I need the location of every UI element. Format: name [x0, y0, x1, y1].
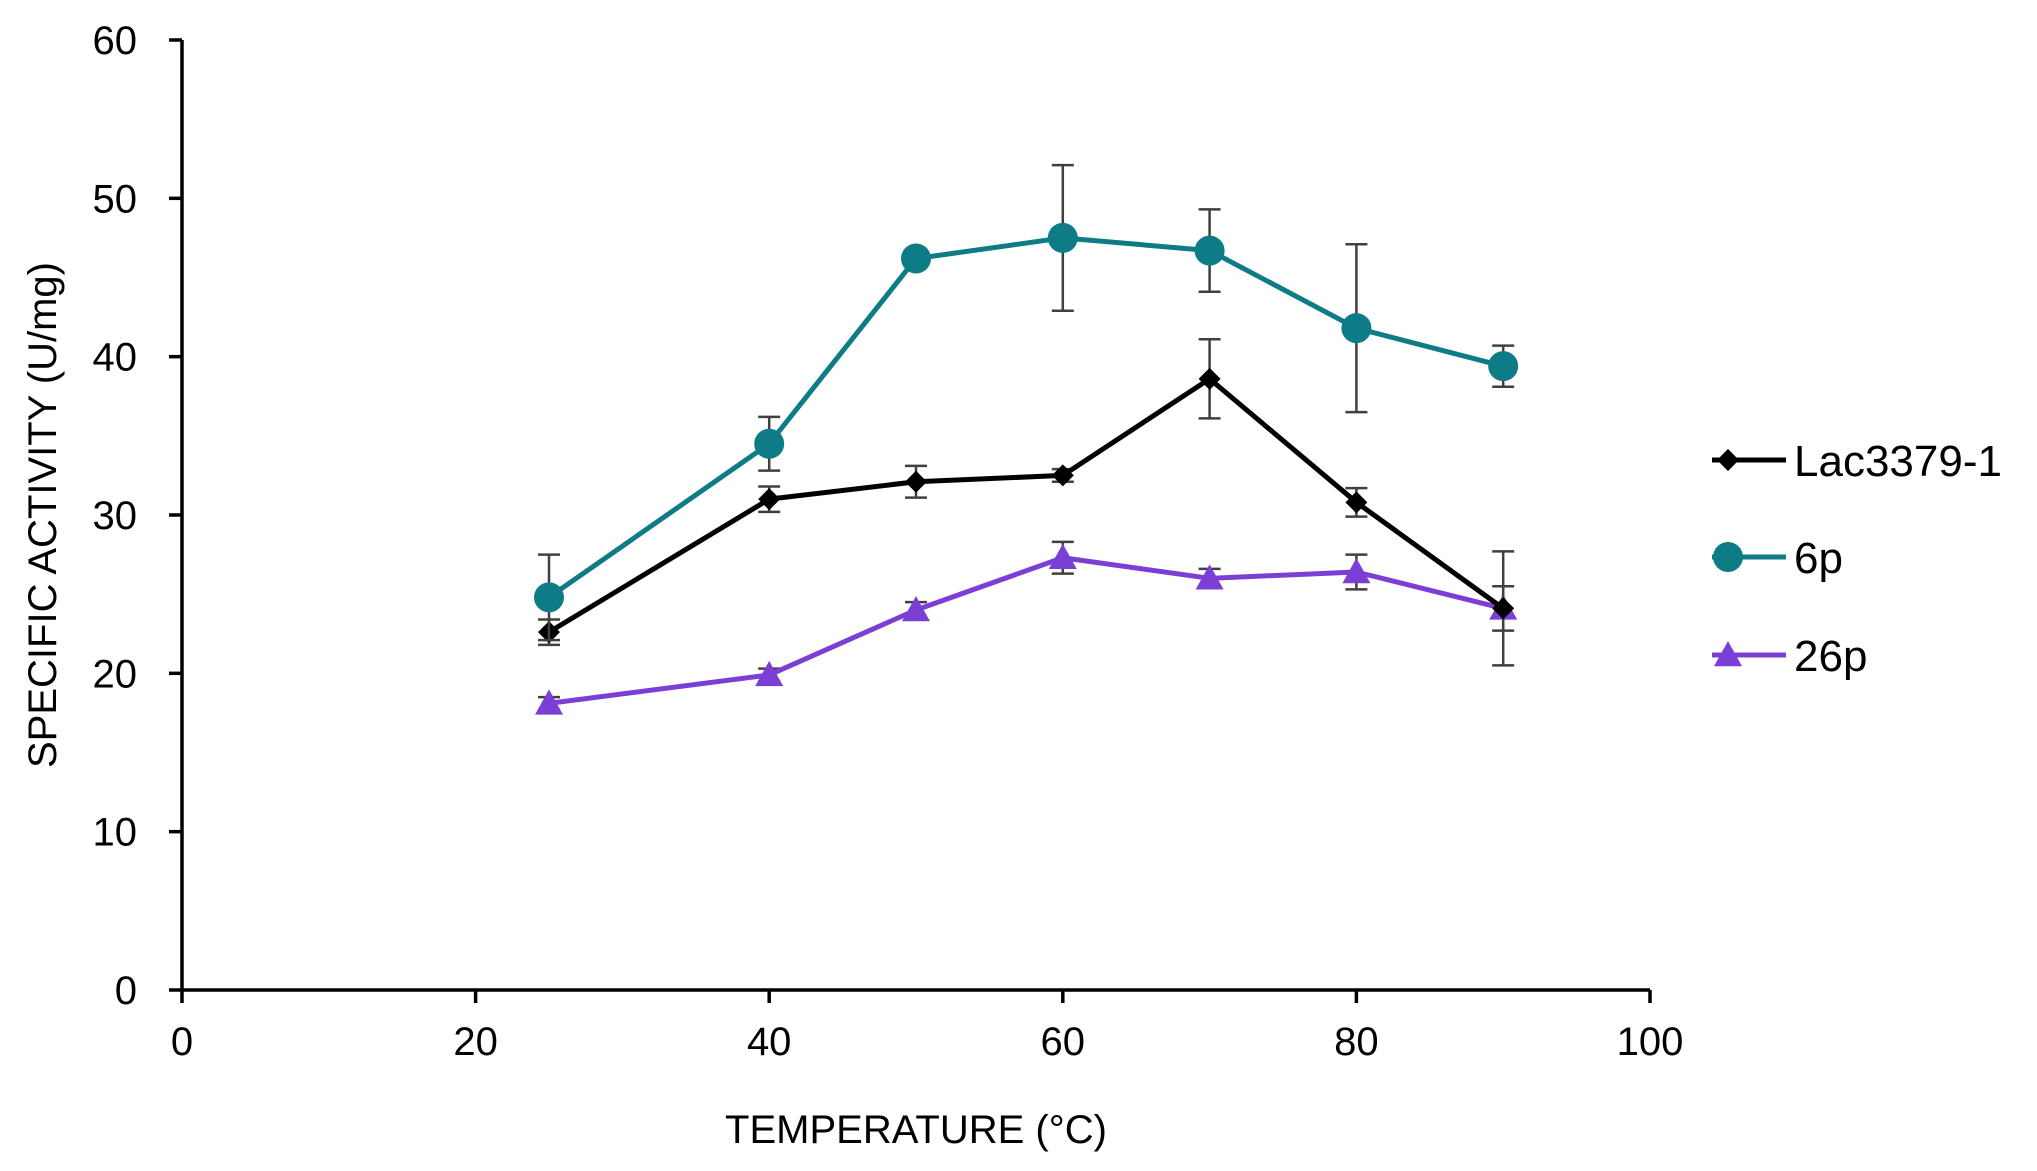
chart-axes [180, 40, 1650, 992]
data-point [1194, 235, 1225, 266]
legend-item: Lac3379-1 [1712, 437, 2002, 486]
y-tick-label: 0 [115, 969, 137, 1013]
data-point [1051, 464, 1074, 487]
legend-label: 6p [1794, 534, 1843, 583]
data-point [754, 428, 785, 459]
series-Lac3379-1 [538, 338, 1515, 667]
y-ticks: 0 10 20 30 40 50 60 [93, 19, 182, 1013]
series-layer [534, 163, 1519, 715]
data-point [1195, 564, 1224, 590]
legend-item: 26p [1712, 632, 1867, 681]
y-tick-label: 50 [93, 177, 138, 221]
x-axis-title: TEMPERATURE (°C) [725, 1108, 1107, 1152]
x-ticks: 0 20 40 60 80 100 [171, 990, 1684, 1064]
data-point [1048, 543, 1077, 569]
data-point [1198, 367, 1221, 390]
y-tick-label: 30 [93, 494, 138, 538]
data-point [905, 470, 927, 493]
legend-label: 26p [1794, 632, 1867, 681]
x-tick-label: 40 [747, 1020, 792, 1064]
data-point [755, 660, 784, 687]
legend: Lac3379-1 6p 26p [1712, 437, 2002, 681]
data-point [758, 488, 781, 511]
series-26p [535, 540, 1518, 715]
x-tick-label: 100 [1617, 1020, 1684, 1064]
x-tick-label: 80 [1334, 1020, 1379, 1064]
data-point [1342, 558, 1371, 584]
data-point [535, 689, 563, 715]
y-tick-label: 60 [93, 19, 138, 63]
y-tick-label: 40 [93, 336, 138, 380]
legend-marker [1717, 449, 1739, 471]
y-tick-label: 20 [93, 652, 138, 696]
legend-marker [1714, 641, 1742, 667]
legend-marker [1713, 542, 1743, 572]
data-point [1047, 222, 1078, 253]
x-tick-label: 60 [1041, 1020, 1086, 1064]
data-point [1341, 313, 1372, 344]
data-point [902, 596, 930, 622]
y-axis-title: SPECIFIC ACTIVITY (U/mg) [21, 262, 65, 768]
legend-item: 6p [1712, 534, 1843, 583]
data-point [1488, 351, 1519, 382]
y-tick-label: 10 [93, 811, 138, 855]
series-6p [534, 163, 1519, 642]
data-point [901, 243, 931, 274]
data-point [1492, 597, 1515, 620]
data-point [534, 582, 564, 613]
legend-label: Lac3379-1 [1794, 437, 2002, 486]
x-tick-label: 20 [453, 1020, 498, 1064]
x-tick-label: 0 [171, 1020, 193, 1064]
data-point [1345, 491, 1368, 514]
